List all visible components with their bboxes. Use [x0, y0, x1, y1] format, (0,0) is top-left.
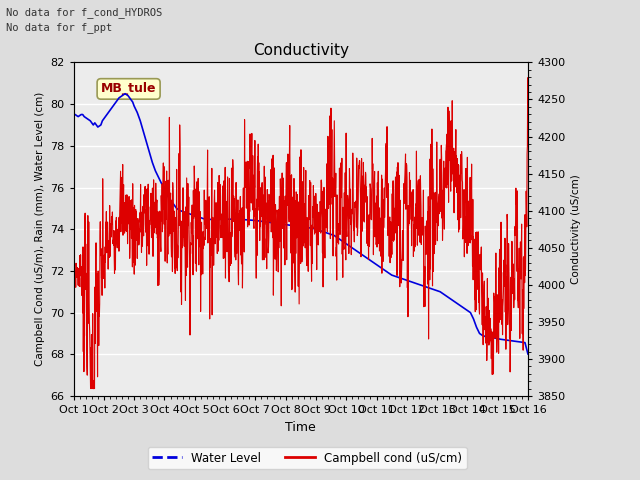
Legend: Water Level, Campbell cond (uS/cm): Water Level, Campbell cond (uS/cm): [148, 447, 467, 469]
X-axis label: Time: Time: [285, 420, 316, 433]
Y-axis label: Campbell Cond (uS/m), Rain (mm), Water Level (cm): Campbell Cond (uS/m), Rain (mm), Water L…: [35, 92, 45, 366]
Text: No data for f_ppt: No data for f_ppt: [6, 22, 113, 33]
Text: No data for f_cond_HYDROS: No data for f_cond_HYDROS: [6, 7, 163, 18]
Title: Conductivity: Conductivity: [253, 44, 349, 59]
Text: MB_tule: MB_tule: [101, 83, 156, 96]
Y-axis label: Conductivity (uS/cm): Conductivity (uS/cm): [571, 174, 581, 284]
